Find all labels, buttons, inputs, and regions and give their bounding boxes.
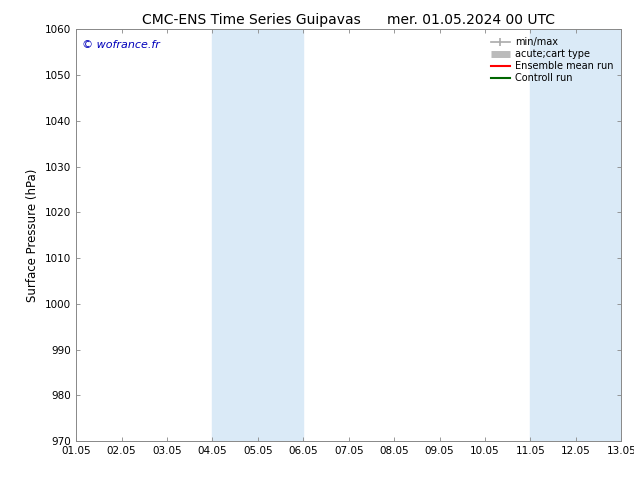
Legend: min/max, acute;cart type, Ensemble mean run, Controll run: min/max, acute;cart type, Ensemble mean … [488, 34, 616, 86]
Bar [531, 29, 621, 441]
Y-axis label: Surface Pressure (hPa): Surface Pressure (hPa) [27, 169, 39, 302]
Bar [212, 29, 303, 441]
Text: © wofrance.fr: © wofrance.fr [82, 40, 159, 49]
Title: CMC-ENS Time Series Guipavas      mer. 01.05.2024 00 UTC: CMC-ENS Time Series Guipavas mer. 01.05.… [142, 13, 555, 27]
